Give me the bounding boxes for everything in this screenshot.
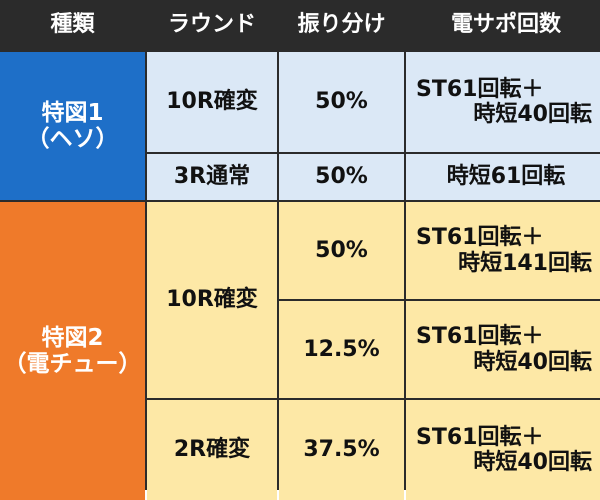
header-ratio: 振り分け	[279, 0, 404, 50]
group2-row2-support: ST61回転＋ 時短40回転	[406, 301, 600, 398]
group2-row2-ratio: 12.5%	[279, 301, 404, 398]
group1-label-line1: 特図1	[41, 99, 104, 126]
group2-label-line2: （電チュー）	[3, 351, 142, 377]
group2-row3-support-line1: ST61回転＋	[416, 424, 544, 450]
header-support: 電サポ回数	[406, 0, 600, 50]
group2-label-line1: 特図2	[41, 324, 104, 351]
group2-row3-round: 2R確変	[147, 400, 277, 500]
group2-row3-support-line2: 時短40回転	[473, 450, 592, 475]
header-type: 種類	[0, 0, 145, 50]
group1-row1-support-line1: ST61回転＋	[416, 76, 544, 102]
group2-row1-ratio: 50%	[279, 202, 404, 299]
group2-row3-ratio: 37.5%	[279, 400, 404, 500]
header-round: ラウンド	[147, 0, 277, 50]
group2-row2-support-line1: ST61回転＋	[416, 324, 544, 350]
group2-row1-support-line2: 時短141回転	[458, 250, 592, 276]
group1-label-line2: （ヘソ）	[26, 126, 119, 152]
group1-row1-support: ST61回転＋ 時短40回転	[406, 52, 600, 152]
group2-row1-support: ST61回転＋ 時短141回転	[406, 202, 600, 299]
group1-row1-support-line2: 時短40回転	[473, 102, 592, 127]
group2-row3-support: ST61回転＋ 時短40回転	[406, 400, 600, 500]
group1-row1-round: 10R確変	[147, 52, 277, 152]
group2-row1-support-line1: ST61回転＋	[416, 225, 544, 251]
group2-label: 特図2 （電チュー）	[0, 202, 145, 500]
group2-round-merged: 10R確変	[147, 202, 277, 398]
group1-row2-round: 3R通常	[147, 154, 277, 200]
group2-row2-support-line2: 時短40回転	[473, 349, 592, 375]
group1-row2-support: 時短61回転	[406, 154, 600, 200]
group1-row2-ratio: 50%	[279, 154, 404, 200]
group1-row1-ratio: 50%	[279, 52, 404, 152]
group1-label: 特図1 （ヘソ）	[0, 52, 145, 200]
